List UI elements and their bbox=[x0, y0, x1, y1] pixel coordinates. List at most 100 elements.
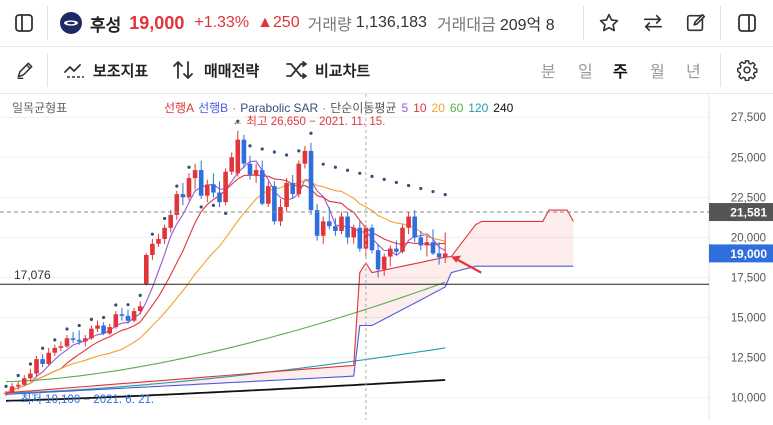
compare-icon bbox=[286, 61, 307, 79]
crosshair-price-tag-bg bbox=[709, 203, 773, 222]
sar-dot bbox=[297, 149, 301, 153]
candlestick-chart[interactable]: 17,076 ← 최고 26,650 − 2021. 11. 15. ← 최저 10… bbox=[0, 94, 773, 420]
candle-body bbox=[83, 338, 88, 342]
period-year[interactable]: 년 bbox=[686, 64, 701, 81]
price-axis-tick: 17,500 bbox=[731, 272, 766, 284]
edit-icon[interactable] bbox=[684, 11, 708, 35]
candle-body bbox=[424, 242, 430, 246]
min-price-annotation: ← 최저 10,100 − 2021. 6. 21. bbox=[6, 393, 154, 406]
legend-ma-10: 10 bbox=[413, 101, 427, 115]
legend-sar: Parabolic SAR bbox=[240, 101, 318, 115]
period-month[interactable]: 월 bbox=[650, 64, 665, 81]
volume-value: 1,136,183 bbox=[355, 14, 427, 31]
sar-dot bbox=[175, 184, 179, 188]
indicator-legend[interactable]: 선행A 선행B · Parabolic SAR · 단순이동평균 5 10 20 60 120 240 bbox=[164, 100, 514, 115]
candle-body bbox=[333, 226, 338, 231]
price-axis-tick: 20,000 bbox=[731, 232, 766, 244]
chart-toolbar bbox=[0, 47, 773, 94]
sar-dot bbox=[65, 327, 69, 331]
divider bbox=[720, 6, 721, 40]
candle-body bbox=[205, 184, 210, 196]
candle-body bbox=[284, 182, 289, 207]
candle-body bbox=[406, 216, 411, 228]
candle-body bbox=[442, 253, 448, 258]
candle-body bbox=[357, 227, 363, 249]
candle-body bbox=[247, 163, 253, 175]
candle-body bbox=[150, 243, 155, 255]
compare-button[interactable]: 비교차트 bbox=[286, 47, 370, 93]
candle-body bbox=[9, 386, 15, 393]
candle-body bbox=[351, 227, 356, 238]
candle-body bbox=[253, 170, 259, 175]
candle-body bbox=[241, 139, 247, 164]
draw-pen-icon[interactable] bbox=[13, 58, 37, 82]
candle-body bbox=[339, 216, 344, 231]
sar-dot bbox=[150, 232, 154, 236]
period-day[interactable]: 일 bbox=[578, 64, 593, 81]
candle-body bbox=[131, 311, 137, 321]
level-label: 17,076 bbox=[14, 268, 51, 282]
period-week[interactable]: 주 bbox=[613, 64, 628, 81]
settings-gear-icon[interactable] bbox=[735, 58, 759, 82]
panel-toggle-icon[interactable] bbox=[12, 11, 36, 35]
candle-body bbox=[278, 206, 283, 222]
legend-ma-60: 60 bbox=[450, 101, 464, 115]
period-minute[interactable]: 분 bbox=[541, 64, 556, 81]
candle-body bbox=[327, 221, 332, 227]
sar-dot bbox=[53, 338, 57, 342]
sar-dot bbox=[407, 183, 411, 188]
candle-body bbox=[290, 182, 295, 195]
sar-dot bbox=[431, 189, 435, 194]
sar-dot bbox=[394, 180, 398, 185]
sar-dot bbox=[236, 119, 240, 123]
stock-title[interactable]: 후성 19,000 +1.33% ▲250 거래량 1,136,183 거래대금… bbox=[60, 0, 565, 46]
swap-icon[interactable] bbox=[641, 11, 665, 35]
legend-span-a: 선행A bbox=[164, 100, 194, 115]
ichimoku-span-b bbox=[5, 265, 574, 395]
change-amount: ▲250 bbox=[257, 14, 300, 31]
candle-body bbox=[168, 214, 173, 228]
ichimoku-cloud bbox=[6, 210, 574, 395]
divider bbox=[583, 6, 584, 40]
company-logo-icon bbox=[60, 12, 82, 34]
legend-sep: · bbox=[322, 101, 326, 115]
candle-body bbox=[375, 250, 381, 270]
indicator-icon bbox=[64, 64, 84, 78]
divider bbox=[720, 53, 721, 87]
current-price-tag: 19,000 bbox=[730, 247, 767, 261]
candle-body bbox=[186, 178, 192, 198]
sar-dot bbox=[138, 293, 142, 297]
strategy-icon bbox=[173, 61, 193, 79]
legend-ma-20: 20 bbox=[432, 101, 446, 115]
indicator-button[interactable]: 보조지표 bbox=[64, 47, 148, 93]
candle-body bbox=[125, 315, 131, 321]
candle-body bbox=[259, 170, 265, 204]
strategy-button[interactable]: 매매전략 bbox=[173, 47, 259, 93]
legend-span-b: 선행B bbox=[198, 100, 228, 115]
candle-body bbox=[70, 338, 76, 340]
star-icon[interactable] bbox=[597, 11, 621, 35]
candle-body bbox=[314, 210, 320, 236]
candle-body bbox=[400, 227, 405, 252]
sar-dot bbox=[333, 165, 337, 169]
candle-body bbox=[223, 171, 228, 203]
compare-label: 비교차트 bbox=[315, 62, 371, 80]
candle-body bbox=[34, 359, 39, 374]
sar-dot bbox=[114, 303, 118, 307]
indicator-label: 보조지표 bbox=[93, 62, 149, 80]
sar-dot bbox=[321, 162, 325, 166]
candle-body bbox=[156, 238, 161, 244]
candle-body bbox=[15, 384, 21, 387]
sar-dot bbox=[285, 153, 289, 157]
stock-chart[interactable]: 17,076 ← 최고 26,650 − 2021. 11. 15. ← 최저 10… bbox=[0, 94, 773, 420]
side-panel-icon[interactable] bbox=[735, 11, 759, 35]
legend-sep: · bbox=[232, 101, 236, 115]
sar-dot bbox=[126, 303, 130, 307]
price-axis-tick: 10,000 bbox=[731, 393, 766, 405]
candle-body bbox=[436, 253, 442, 258]
sar-dot bbox=[4, 384, 8, 388]
candle-body bbox=[302, 150, 308, 164]
candle-body bbox=[113, 314, 119, 328]
candle-body bbox=[266, 186, 271, 204]
candle-body bbox=[430, 242, 436, 254]
